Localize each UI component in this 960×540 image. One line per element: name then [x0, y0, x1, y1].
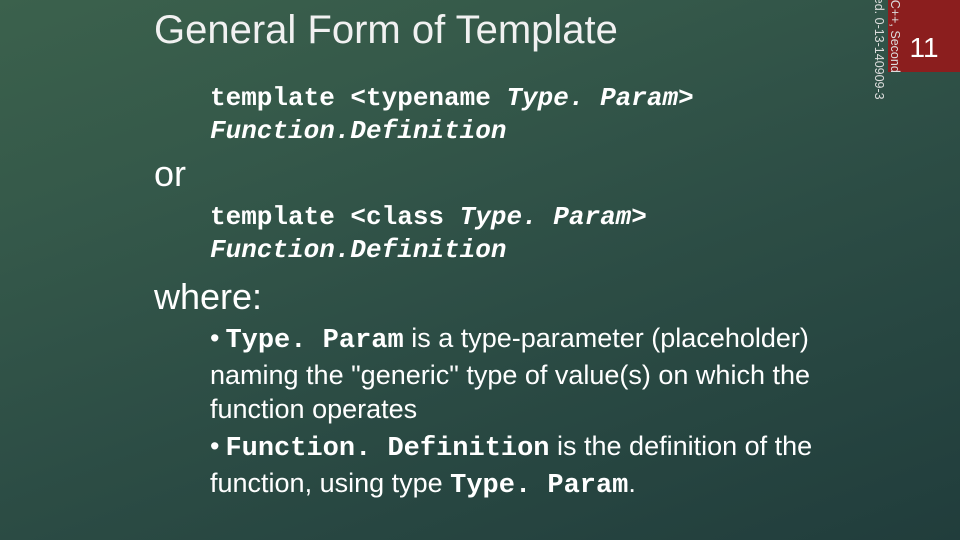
code1-close: >	[678, 83, 694, 113]
code1-line2: Function.Definition	[210, 116, 506, 146]
or-text: or	[154, 153, 850, 195]
bullet-dot-icon: •	[210, 322, 219, 356]
bullet2-text-b: .	[628, 468, 636, 498]
copyright-text: Nyhoff, ADTs, Data Structures and Proble…	[871, 0, 902, 106]
bullet-2: •Function. Definition is the definition …	[210, 430, 850, 504]
code2-close: >	[631, 202, 647, 232]
bullet-1: •Type. Param is a type-parameter (placeh…	[210, 322, 850, 426]
bullet-list: •Type. Param is a type-parameter (placeh…	[210, 322, 850, 504]
bullet2-mono2: Type. Param	[450, 471, 628, 501]
where-heading: where:	[154, 276, 850, 318]
slide-content: template <typename Type. Param> Function…	[154, 82, 850, 508]
code-block-1: template <typename Type. Param> Function…	[210, 82, 850, 147]
code2-kw: template <class	[210, 202, 460, 232]
bullet-dot-icon: •	[210, 430, 219, 464]
code1-param: Type. Param	[506, 83, 678, 113]
code2-line2: Function.Definition	[210, 235, 506, 265]
slide: General Form of Template 11 template <ty…	[0, 0, 960, 540]
bullet1-mono: Type. Param	[225, 326, 403, 356]
bullet2-mono: Function. Definition	[225, 434, 549, 464]
page-number: 11	[909, 32, 938, 64]
code2-param: Type. Param	[460, 202, 632, 232]
slide-title: General Form of Template	[154, 8, 618, 53]
code1-kw: template <typename	[210, 83, 506, 113]
code-block-2: template <class Type. Param> Function.De…	[210, 201, 850, 266]
